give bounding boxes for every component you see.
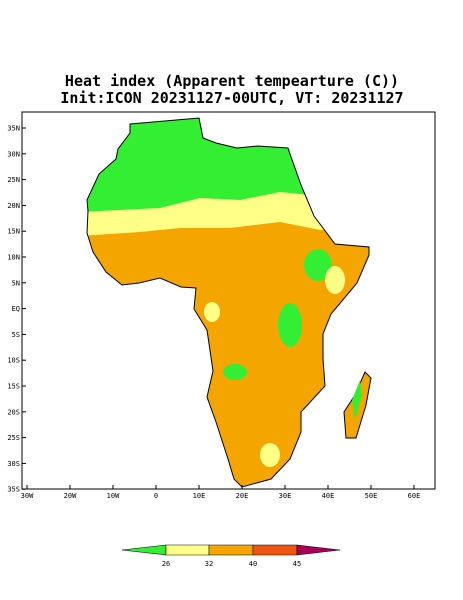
colorbar: 26 32 40 45 [121, 544, 341, 568]
axis-ticks: 35N 30N 25N 20N 15N 10N 5N EQ 5S 10S 15S 20S 25S 30S 3… [7, 125, 420, 501]
lon-label: 20W [64, 492, 77, 500]
lat-label: 25S [7, 434, 20, 442]
lon-label: 10E [193, 492, 206, 500]
lat-label: 30N [7, 150, 20, 158]
lat-label: 20S [7, 408, 20, 416]
lat-label: 25N [7, 176, 20, 184]
colorbar-label: 26 [162, 560, 170, 568]
lat-label: 15N [7, 228, 20, 236]
lon-label: 40E [322, 492, 335, 500]
lat-label: 35S [7, 486, 20, 494]
lat-label: 35N [7, 125, 20, 133]
lat-label: 5S [12, 331, 20, 339]
title-line: Heat index (Apparent tempearture (C)) [65, 72, 399, 90]
lon-label: 50E [365, 492, 378, 500]
lat-label: 15S [7, 383, 20, 391]
colorbar-bin [165, 544, 210, 556]
lon-label: 30E [279, 492, 292, 500]
colorbar-label: 40 [249, 560, 257, 568]
lat-label: 10S [7, 357, 20, 365]
lon-label: 20E [236, 492, 249, 500]
title-line: Init:ICON 20231127-00UTC, VT: 20231127 [60, 89, 403, 107]
lat-label: EQ [12, 305, 20, 313]
colorbar-high [296, 544, 341, 556]
lat-label: 30S [7, 460, 20, 468]
lat-label: 20N [7, 202, 20, 210]
lon-label: 60E [408, 492, 421, 500]
lat-label: 5N [12, 279, 20, 287]
lon-label: 0 [154, 492, 158, 500]
colorbar-label: 45 [293, 560, 301, 568]
colorbar-label: 32 [205, 560, 213, 568]
lon-label: 10W [107, 492, 120, 500]
lon-label: 30W [21, 492, 34, 500]
colorbar-low [121, 544, 167, 556]
colorbar-bin [252, 544, 298, 556]
colorbar-bin [208, 544, 254, 556]
lat-label: 10N [7, 254, 20, 262]
madagascar-green [352, 380, 362, 420]
